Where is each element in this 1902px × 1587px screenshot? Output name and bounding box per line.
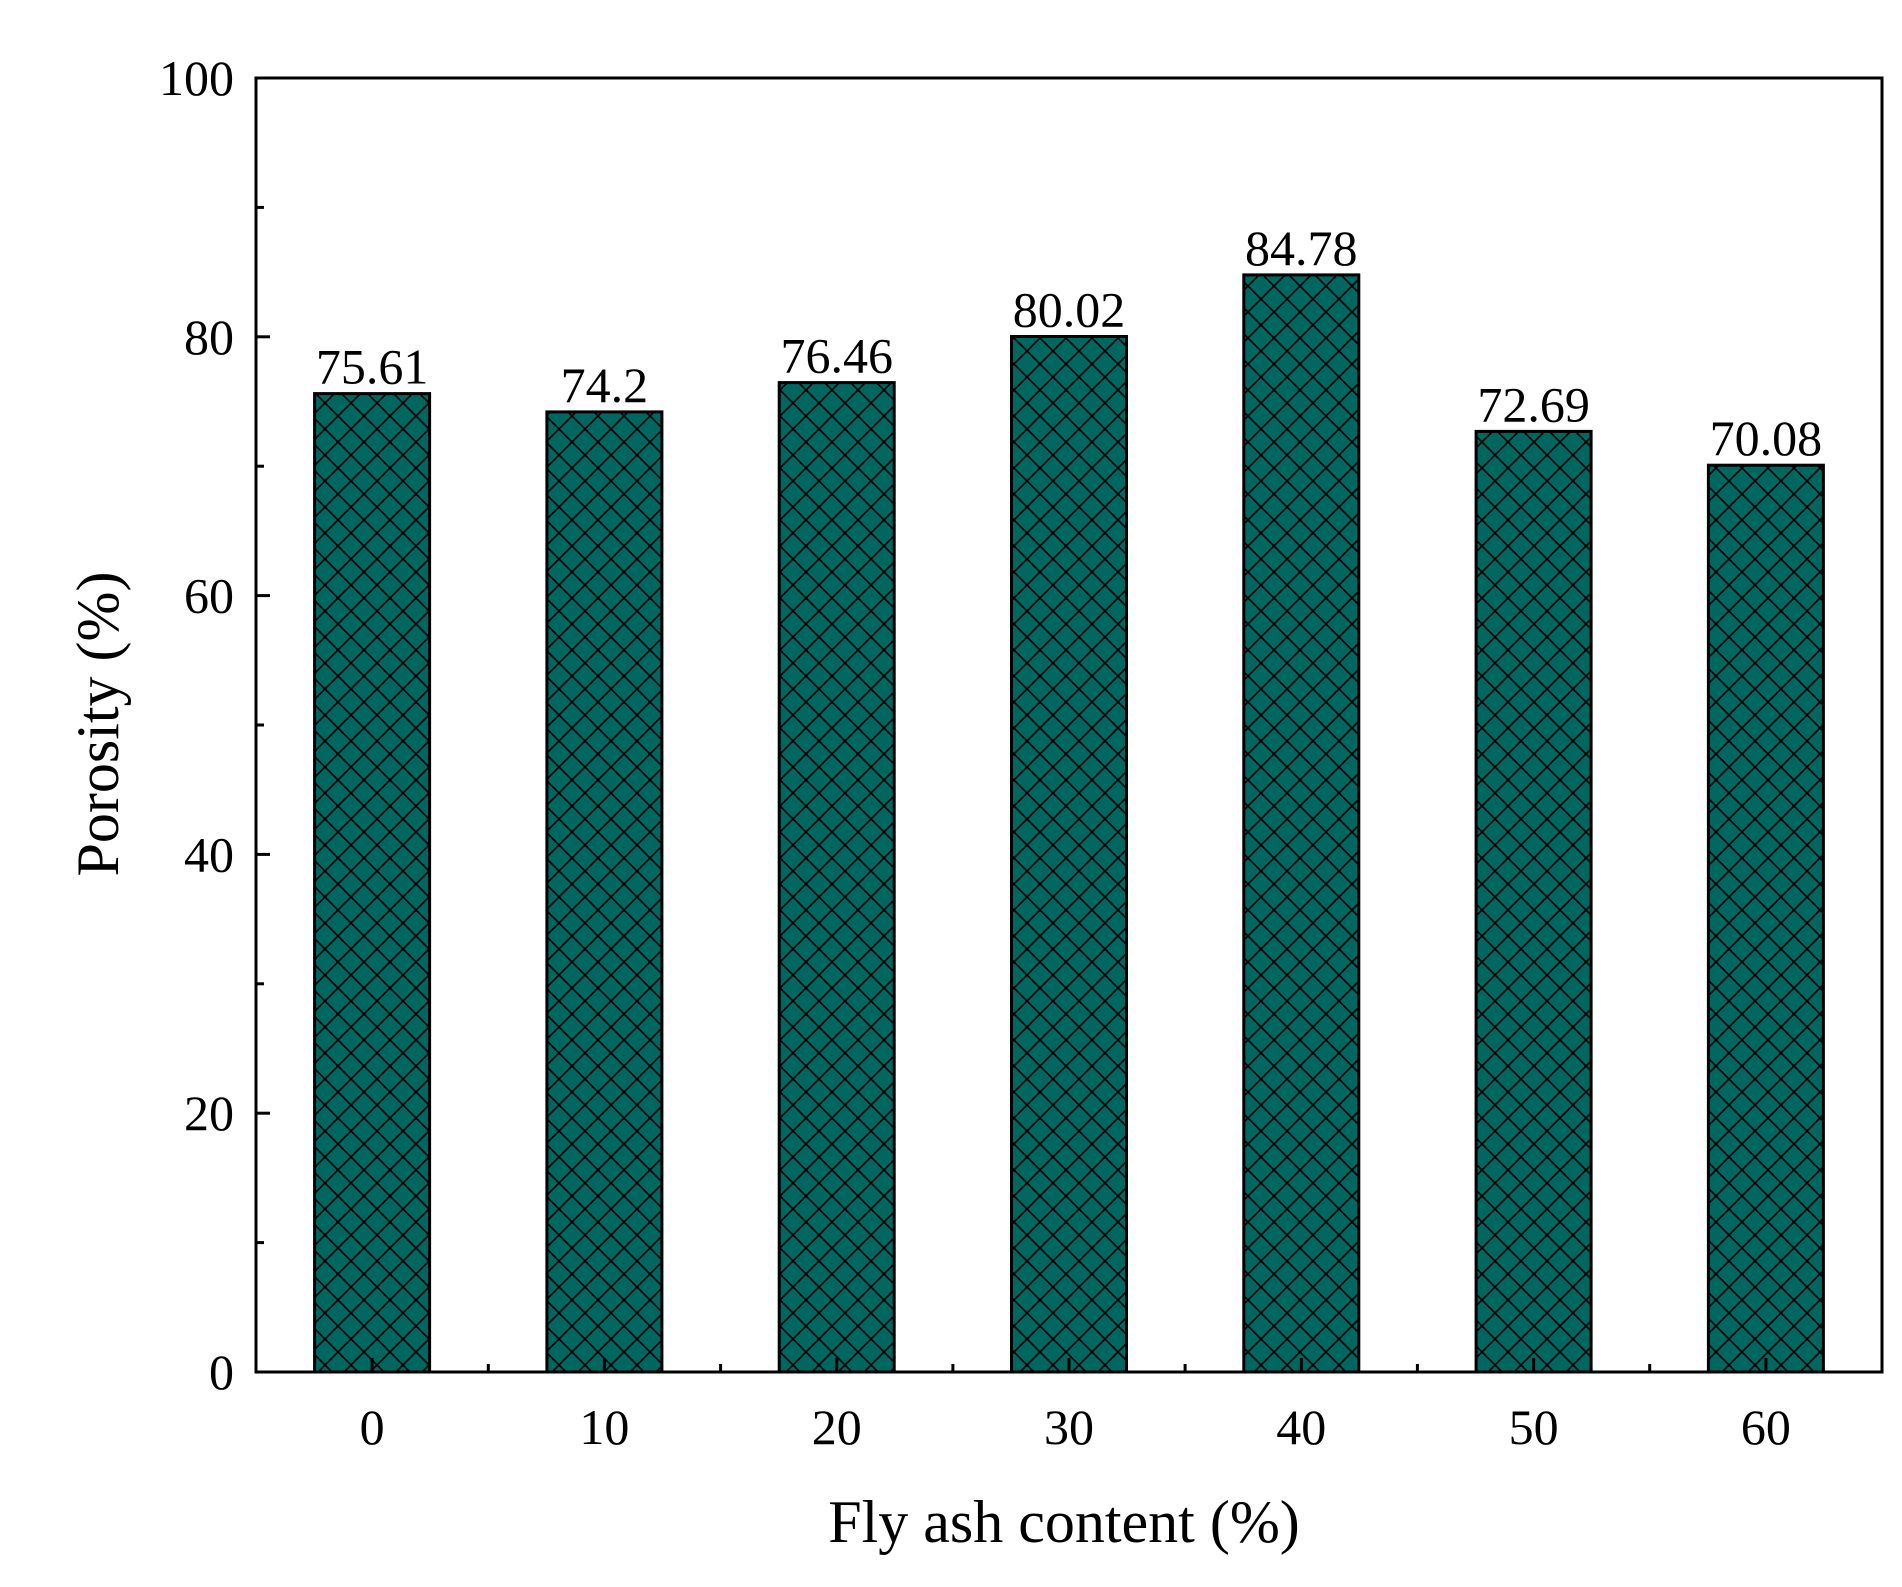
bar-20 — [777, 381, 896, 1374]
data-label-30: 80.02 — [1013, 282, 1126, 338]
bar-40 — [1242, 273, 1361, 1374]
axes-layer: 0 20 40 60 80 100 0 10 20 30 40 50 60 — [159, 50, 1884, 1455]
x-axis-title: Fly ash content (%) — [828, 1489, 1300, 1555]
x-tick-label-20: 20 — [812, 1399, 862, 1455]
bar-10 — [545, 410, 664, 1374]
x-tick-label-40: 40 — [1276, 1399, 1326, 1455]
data-label-20: 76.46 — [780, 328, 893, 384]
x-tick-label-60: 60 — [1741, 1399, 1791, 1455]
y-tick-label-80: 80 — [184, 309, 234, 365]
data-label-60: 70.08 — [1710, 410, 1823, 466]
y-tick-label-0: 0 — [209, 1344, 234, 1400]
bar-30 — [1010, 335, 1128, 1374]
data-label-40: 84.78 — [1245, 220, 1358, 276]
bars-layer — [313, 273, 1825, 1374]
y-tick-label-100: 100 — [159, 50, 234, 106]
x-tick-label-30: 30 — [1044, 1399, 1094, 1455]
data-label-10: 74.2 — [561, 357, 649, 413]
data-labels-layer: 75.61 74.2 76.46 80.02 84.78 72.69 70.08 — [316, 220, 1822, 466]
bar-0 — [313, 392, 432, 1374]
y-tick-label-60: 60 — [184, 568, 234, 624]
bar-60 — [1706, 463, 1825, 1374]
x-tick-label-0: 0 — [360, 1399, 385, 1455]
data-label-50: 72.69 — [1477, 376, 1590, 432]
y-tick-label-20: 20 — [184, 1085, 234, 1141]
x-tick-label-50: 50 — [1509, 1399, 1559, 1455]
data-label-0: 75.61 — [316, 339, 429, 395]
bar-50 — [1474, 429, 1593, 1374]
y-axis-title: Porosity (%) — [65, 572, 131, 877]
x-tick-label-10: 10 — [579, 1399, 629, 1455]
y-tick-label-40: 40 — [184, 826, 234, 882]
